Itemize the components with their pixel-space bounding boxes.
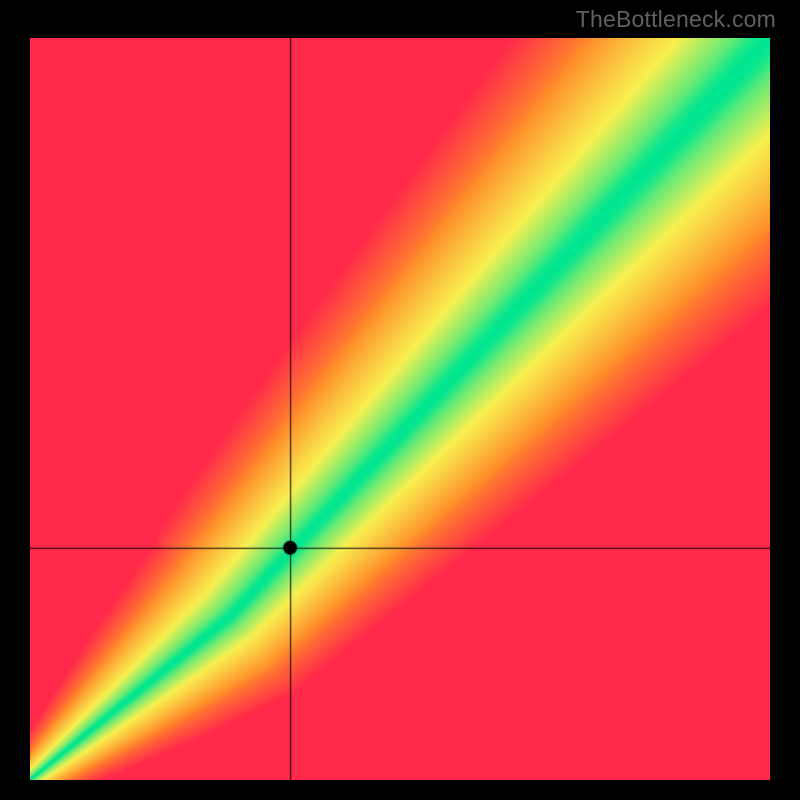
watermark-text: TheBottleneck.com [576, 6, 776, 33]
bottleneck-heatmap [30, 38, 770, 780]
chart-container: TheBottleneck.com [0, 0, 800, 800]
